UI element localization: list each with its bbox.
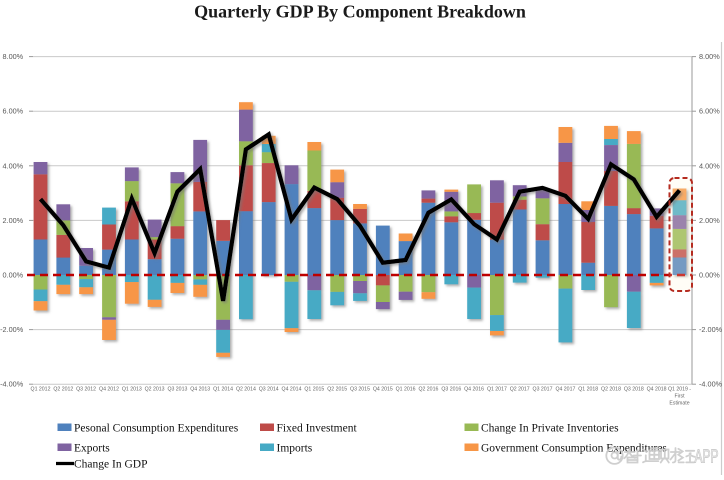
svg-text:6.00%: 6.00% (2, 107, 23, 116)
svg-text:Q1 2017: Q1 2017 (487, 387, 507, 393)
svg-text:Q3 2017: Q3 2017 (533, 387, 553, 393)
svg-text:Q2 2017: Q2 2017 (510, 387, 530, 393)
svg-text:Q1 2019 -: Q1 2019 - (668, 387, 691, 393)
svg-text:-2.00%: -2.00% (699, 325, 723, 334)
svg-text:Change In Private Inventories: Change In Private Inventories (481, 423, 619, 435)
svg-text:8.00%: 8.00% (699, 52, 720, 61)
svg-text:Imports: Imports (277, 443, 313, 455)
svg-text:Q3 2016: Q3 2016 (441, 387, 461, 393)
svg-text:Q1 2016: Q1 2016 (396, 387, 416, 393)
svg-text:APP: APP (695, 445, 719, 466)
svg-text:6.00%: 6.00% (699, 107, 720, 116)
svg-text:Change In GDP: Change In GDP (74, 459, 147, 471)
svg-text:Pesonal Consumption Expenditur: Pesonal Consumption Expenditures (74, 423, 239, 435)
svg-text:Q3 2018: Q3 2018 (624, 387, 644, 393)
svg-text:First: First (674, 394, 685, 400)
svg-text:-4.00%: -4.00% (699, 380, 723, 389)
svg-text:Q1 2013: Q1 2013 (122, 387, 142, 393)
svg-text:Q2 2018: Q2 2018 (601, 387, 621, 393)
svg-text:2.00%: 2.00% (699, 216, 720, 225)
svg-text:Q4 2012: Q4 2012 (99, 387, 119, 393)
svg-text:-2.00%: -2.00% (0, 325, 24, 334)
svg-text:Q4 2018: Q4 2018 (647, 387, 667, 393)
svg-text:Q2 2016: Q2 2016 (418, 387, 438, 393)
svg-text:Estimate: Estimate (669, 401, 689, 407)
svg-text:Q2 2015: Q2 2015 (327, 387, 347, 393)
svg-text:Quarterly GDP By Component Bre: Quarterly GDP By Component Breakdown (194, 2, 526, 22)
svg-text:Q4 2016: Q4 2016 (464, 387, 484, 393)
svg-text:Q2 2012: Q2 2012 (53, 387, 73, 393)
svg-text:Q4 2017: Q4 2017 (555, 387, 575, 393)
svg-text:Q3 2015: Q3 2015 (350, 387, 370, 393)
svg-text:Q4 2013: Q4 2013 (190, 387, 210, 393)
svg-text:Q3 2014: Q3 2014 (259, 387, 279, 393)
svg-text:4.00%: 4.00% (699, 161, 720, 170)
svg-text:Q1 2018: Q1 2018 (578, 387, 598, 393)
svg-text:Fixed Investment: Fixed Investment (277, 423, 358, 435)
svg-text:Q3 2013: Q3 2013 (167, 387, 187, 393)
svg-text:8.00%: 8.00% (2, 52, 23, 61)
svg-text:Q1 2015: Q1 2015 (304, 387, 324, 393)
svg-text:-4.00%: -4.00% (0, 380, 24, 389)
svg-text:0.00%: 0.00% (2, 271, 23, 280)
svg-text:Q3 2012: Q3 2012 (76, 387, 96, 393)
svg-text:Exports: Exports (74, 443, 110, 455)
svg-text:Q4 2014: Q4 2014 (282, 387, 302, 393)
svg-text:Q1 2014: Q1 2014 (213, 387, 233, 393)
svg-text:Q4 2015: Q4 2015 (373, 387, 393, 393)
svg-text:Q2 2014: Q2 2014 (236, 387, 256, 393)
svg-text:Q2 2013: Q2 2013 (145, 387, 165, 393)
svg-text:Q1 2012: Q1 2012 (31, 387, 51, 393)
svg-text:Government Consumption Expendi: Government Consumption Expenditures (481, 443, 667, 455)
svg-text:2.00%: 2.00% (2, 216, 23, 225)
svg-text:4.00%: 4.00% (2, 161, 23, 170)
svg-text:0.00%: 0.00% (699, 271, 720, 280)
